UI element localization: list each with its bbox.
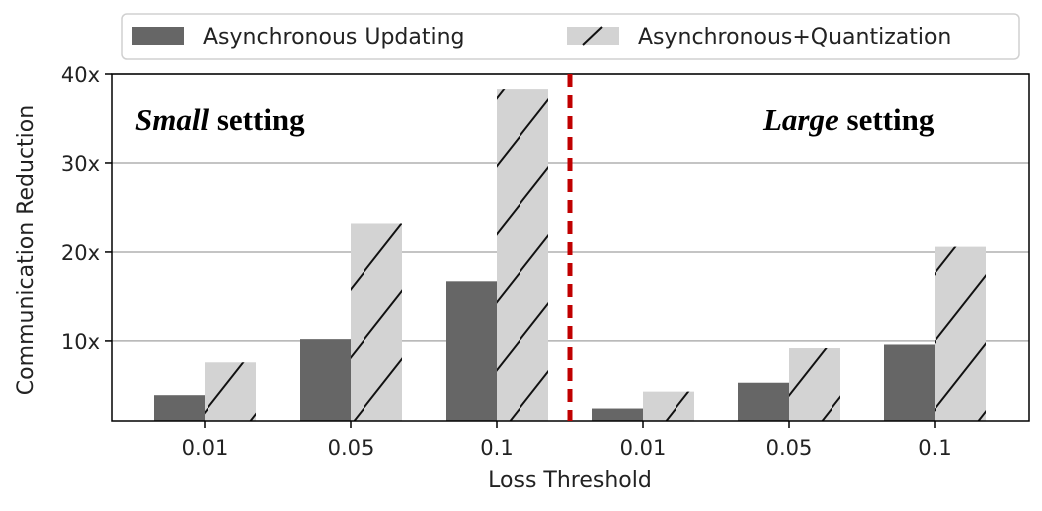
legend-label-async-quantization: Asynchronous+Quantization — [638, 25, 951, 50]
small-setting-label: Small setting — [135, 102, 305, 137]
x-axis-title: Loss Threshold — [488, 468, 652, 493]
y-axis-ticks: 10x 20x 30x 40x — [61, 63, 112, 354]
y-tick-label: 30x — [61, 152, 100, 176]
large-setting-italic: Large — [762, 102, 839, 137]
x-tick-label: 0.05 — [328, 436, 375, 460]
x-tick-label: 0.01 — [620, 436, 667, 460]
bar-async-updating — [884, 344, 935, 421]
legend-swatch-hatch-line — [582, 26, 603, 46]
bar-async-updating — [154, 395, 205, 421]
y-tick-label: 20x — [61, 241, 100, 265]
small-setting-italic: Small — [135, 102, 209, 137]
x-axis-ticks: 0.01 0.05 0.1 0.01 0.05 0.1 — [182, 421, 952, 460]
legend-swatch-async-updating — [132, 27, 184, 45]
bar-hatch — [497, 89, 548, 421]
bar-async-updating — [738, 382, 789, 421]
bar-hatch — [789, 348, 840, 421]
y-tick-label: 40x — [61, 63, 100, 87]
bar-hatch — [935, 246, 986, 421]
x-tick-label: 0.1 — [918, 436, 951, 460]
small-setting-bold: setting — [209, 102, 305, 137]
legend: Asynchronous Updating Asynchronous+Quant… — [121, 13, 1020, 60]
x-tick-label: 0.1 — [480, 436, 513, 460]
bar-hatch — [351, 223, 402, 421]
bar-hatch — [643, 391, 694, 421]
bar-async-updating — [446, 281, 497, 421]
large-setting-bold: setting — [839, 102, 935, 137]
x-tick-label: 0.05 — [766, 436, 813, 460]
y-axis-title: Communication Reduction — [14, 105, 39, 395]
x-tick-label: 0.01 — [182, 436, 229, 460]
legend-label-async-updating: Asynchronous Updating — [203, 25, 465, 50]
bar-async-updating — [592, 408, 643, 421]
bar-hatch — [205, 362, 256, 421]
large-setting-label: Large setting — [762, 102, 935, 137]
y-tick-label: 10x — [61, 330, 100, 354]
bars — [154, 89, 986, 421]
bar-async-updating — [300, 339, 351, 421]
